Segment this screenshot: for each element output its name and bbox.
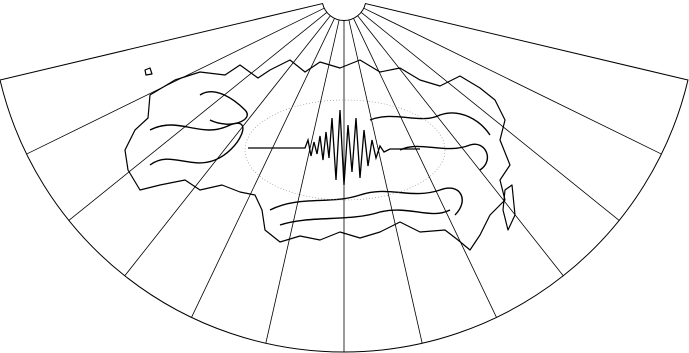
meridian (360, 11, 620, 221)
landmass-outline (124, 59, 511, 251)
meridian (26, 7, 325, 155)
island (144, 67, 153, 76)
contour (399, 143, 489, 171)
contour (369, 112, 491, 136)
contour (279, 209, 451, 226)
meridian (348, 19, 423, 344)
meridian (68, 11, 328, 221)
meridian (265, 19, 340, 344)
seismogram-trace (248, 109, 420, 186)
contour (269, 187, 463, 216)
contour (149, 122, 244, 166)
distance-ring (244, 99, 446, 201)
meridian (124, 15, 331, 277)
meridian (363, 7, 662, 155)
contour (199, 91, 248, 125)
meridian (353, 18, 497, 318)
island (502, 184, 516, 231)
meridian (357, 15, 564, 277)
